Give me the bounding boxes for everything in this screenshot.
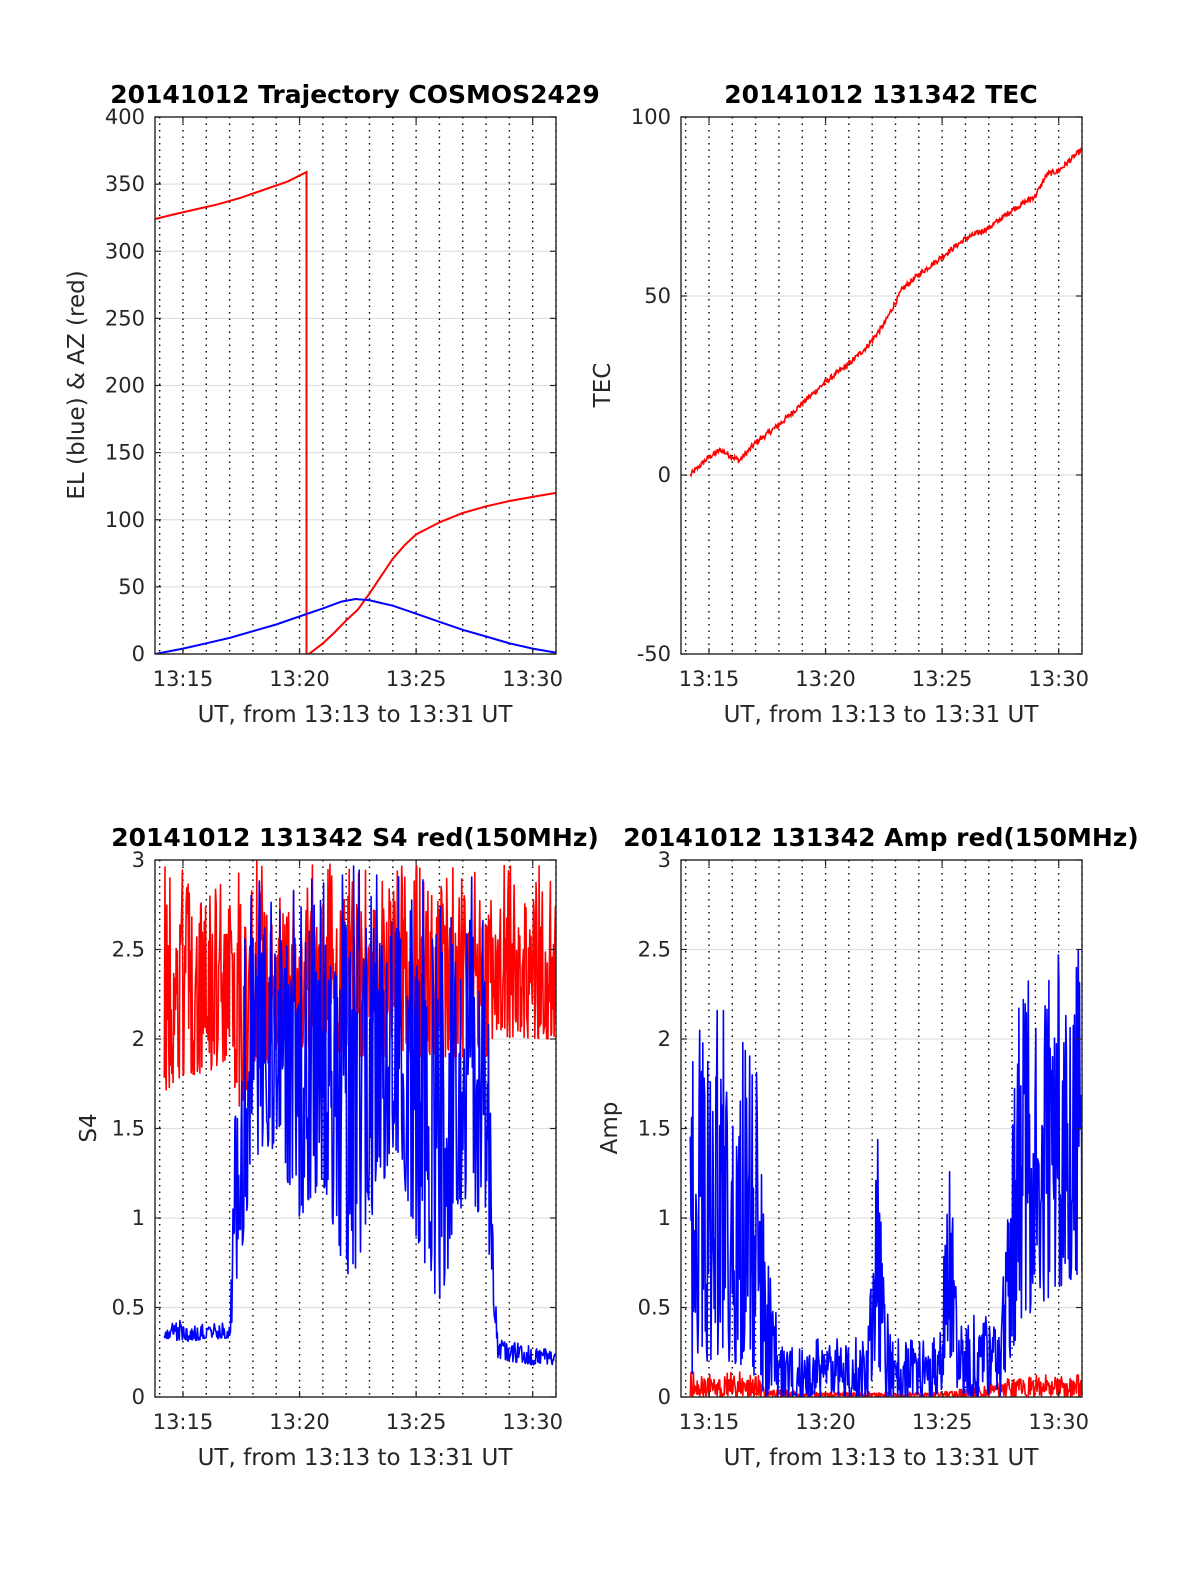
x-tick-label: 13:20 bbox=[795, 1410, 856, 1434]
series-line bbox=[155, 597, 556, 654]
x-tick-label: 13:25 bbox=[386, 667, 447, 691]
s4-title: 20141012 131342 S4 red(150MHz) bbox=[111, 823, 599, 852]
trajectory-xlabel: UT, from 13:13 to 13:31 UT bbox=[198, 702, 514, 728]
tec-title: 20141012 131342 TEC bbox=[724, 80, 1037, 109]
tec-xlabel: UT, from 13:13 to 13:31 UT bbox=[724, 702, 1040, 728]
y-tick-label: 150 bbox=[105, 441, 145, 465]
amp-title: 20141012 131342 Amp red(150MHz) bbox=[623, 823, 1139, 852]
y-tick-label: 2 bbox=[132, 1027, 145, 1051]
y-tick-label: 1.5 bbox=[112, 1117, 145, 1141]
y-tick-label: -50 bbox=[637, 642, 671, 666]
y-tick-label: 0 bbox=[132, 642, 145, 666]
y-tick-label: 3 bbox=[658, 848, 671, 872]
x-tick-label: 13:25 bbox=[912, 1410, 973, 1434]
trajectory-title: 20141012 Trajectory COSMOS2429 bbox=[110, 80, 600, 109]
series-band bbox=[163, 865, 556, 1366]
series-group bbox=[155, 170, 556, 654]
tec-panel: 20141012 131342 TEC UT, from 13:13 to 13… bbox=[590, 80, 1089, 728]
y-tick-label: 3 bbox=[132, 848, 145, 872]
y-tick-label: 0 bbox=[132, 1385, 145, 1409]
x-tick-label: 13:25 bbox=[386, 1410, 447, 1434]
x-tick-label: 13:15 bbox=[153, 1410, 214, 1434]
axes-box bbox=[680, 116, 1083, 655]
y-tick-label: 0 bbox=[658, 463, 671, 487]
x-tick-label: 13:30 bbox=[502, 1410, 563, 1434]
y-tick-label: 350 bbox=[105, 172, 145, 196]
y-tick-label: 1 bbox=[658, 1206, 671, 1230]
y-tick-label: 2.5 bbox=[638, 938, 671, 962]
amp-xlabel: UT, from 13:13 to 13:31 UT bbox=[724, 1445, 1040, 1471]
x-tick-label: 13:15 bbox=[679, 667, 740, 691]
y-tick-label: 250 bbox=[105, 306, 145, 330]
series-band bbox=[689, 949, 1082, 1397]
x-tick-label: 13:20 bbox=[269, 1410, 330, 1434]
trajectory-panel: 20141012 Trajectory COSMOS2429 UT, from … bbox=[64, 80, 600, 728]
trajectory-ylabel: EL (blue) & AZ (red) bbox=[64, 270, 90, 499]
x-tick-label: 13:15 bbox=[153, 667, 214, 691]
s4-xlabel: UT, from 13:13 to 13:31 UT bbox=[198, 1445, 514, 1471]
y-tick-label: 300 bbox=[105, 239, 145, 263]
x-tick-label: 13:25 bbox=[912, 667, 973, 691]
tec-ylabel: TEC bbox=[590, 363, 616, 409]
series-line bbox=[155, 170, 556, 654]
x-tick-label: 13:15 bbox=[679, 1410, 740, 1434]
y-tick-label: 1 bbox=[132, 1206, 145, 1230]
x-tick-label: 13:30 bbox=[502, 667, 563, 691]
amp-ylabel: Amp bbox=[597, 1102, 623, 1155]
series-group bbox=[163, 860, 556, 1366]
x-tick-label: 13:20 bbox=[795, 667, 856, 691]
y-tick-label: 2 bbox=[658, 1027, 671, 1051]
y-tick-label: 100 bbox=[105, 508, 145, 532]
x-tick-label: 13:30 bbox=[1028, 667, 1089, 691]
y-tick-label: 400 bbox=[105, 105, 145, 129]
y-tick-label: 2.5 bbox=[112, 938, 145, 962]
y-tick-label: 200 bbox=[105, 374, 145, 398]
y-tick-label: 0 bbox=[658, 1385, 671, 1409]
y-tick-label: 50 bbox=[644, 284, 671, 308]
y-tick-label: 50 bbox=[118, 575, 145, 599]
x-tick-label: 13:20 bbox=[269, 667, 330, 691]
y-tick-label: 0.5 bbox=[112, 1296, 145, 1320]
s4-panel: 20141012 131342 S4 red(150MHz) UT, from … bbox=[76, 823, 599, 1471]
y-tick-label: 100 bbox=[631, 105, 671, 129]
series-group bbox=[689, 949, 1082, 1397]
s4-ylabel: S4 bbox=[76, 1113, 102, 1142]
y-tick-label: 0.5 bbox=[638, 1296, 671, 1320]
amp-panel: 20141012 131342 Amp red(150MHz) UT, from… bbox=[597, 823, 1139, 1471]
x-tick-label: 13:30 bbox=[1028, 1410, 1089, 1434]
y-tick-label: 1.5 bbox=[638, 1117, 671, 1141]
series-line bbox=[689, 146, 1082, 478]
series-group bbox=[689, 146, 1082, 478]
